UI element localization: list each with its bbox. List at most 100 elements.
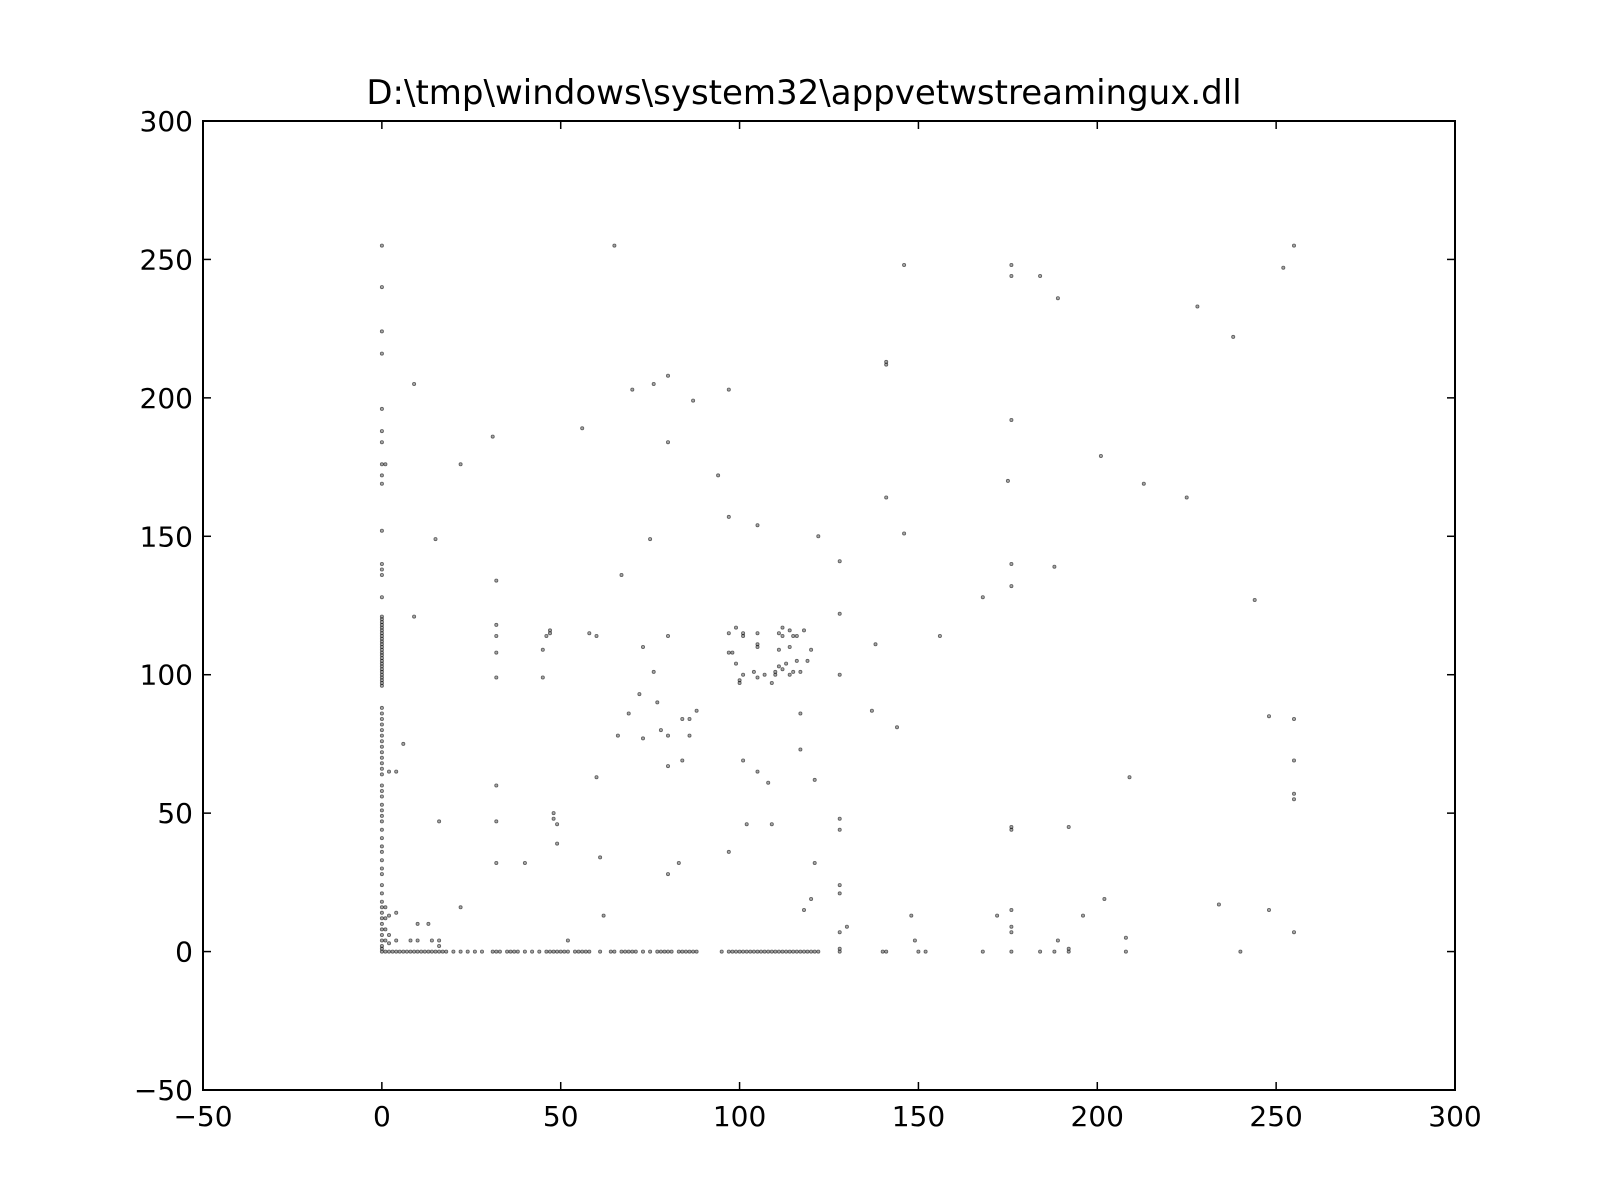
data-point — [379, 916, 384, 921]
data-point — [816, 534, 821, 539]
data-point — [630, 387, 635, 392]
data-point — [537, 949, 542, 954]
x-tick-label: 200 — [1071, 1100, 1124, 1133]
data-point — [787, 628, 792, 633]
data-point — [379, 872, 384, 877]
data-point — [490, 949, 495, 954]
data-point — [379, 711, 384, 716]
data-point — [744, 822, 749, 827]
data-point — [1005, 478, 1010, 483]
data-point — [734, 949, 739, 954]
data-point — [379, 440, 384, 445]
data-point — [426, 921, 431, 926]
data-point — [633, 949, 638, 954]
data-point — [837, 883, 842, 888]
data-point — [755, 949, 760, 954]
data-point — [769, 949, 774, 954]
data-point — [379, 949, 384, 954]
data-point — [587, 631, 592, 636]
data-point — [530, 949, 535, 954]
data-point — [555, 822, 560, 827]
data-point — [748, 949, 753, 954]
data-point — [716, 473, 721, 478]
x-tick-label: 100 — [713, 1100, 766, 1133]
data-point — [802, 949, 807, 954]
data-point — [726, 631, 731, 636]
data-point — [780, 625, 785, 630]
data-point — [719, 949, 724, 954]
x-tick-label: 0 — [373, 1100, 391, 1133]
data-point — [1052, 564, 1057, 569]
data-point — [576, 949, 581, 954]
data-point — [612, 243, 617, 248]
data-point — [548, 949, 553, 954]
data-point — [390, 949, 395, 954]
data-point — [694, 949, 699, 954]
data-point — [379, 683, 384, 688]
data-point — [379, 528, 384, 533]
data-point — [658, 949, 663, 954]
data-point — [726, 849, 731, 854]
data-point — [837, 559, 842, 564]
data-point — [508, 949, 513, 954]
data-point — [884, 949, 889, 954]
data-point — [619, 949, 624, 954]
data-point — [630, 949, 635, 954]
data-point — [980, 949, 985, 954]
data-point — [583, 949, 588, 954]
data-point — [601, 913, 606, 918]
data-point — [412, 614, 417, 619]
data-point — [394, 910, 399, 915]
data-point — [540, 675, 545, 680]
data-point — [1216, 902, 1221, 907]
data-point — [909, 913, 914, 918]
data-point — [773, 949, 778, 954]
data-point — [379, 705, 384, 710]
data-point — [379, 938, 384, 943]
data-point — [379, 802, 384, 807]
data-point — [433, 949, 438, 954]
data-point — [497, 949, 502, 954]
data-point — [755, 645, 760, 650]
data-point — [791, 949, 796, 954]
x-tick-label: 50 — [543, 1100, 579, 1133]
data-point — [594, 775, 599, 780]
data-point — [1195, 304, 1200, 309]
data-point — [637, 692, 642, 697]
data-point — [680, 717, 685, 722]
data-point — [651, 669, 656, 674]
data-point — [383, 949, 388, 954]
data-point — [458, 905, 463, 910]
data-point — [666, 949, 671, 954]
data-point — [912, 938, 917, 943]
data-point — [379, 819, 384, 824]
data-point — [379, 744, 384, 749]
data-point — [937, 634, 942, 639]
data-point — [683, 949, 688, 954]
data-point — [379, 243, 384, 248]
data-point — [412, 949, 417, 954]
plot-frame — [202, 120, 1456, 1091]
data-point — [383, 938, 388, 943]
data-point — [1038, 949, 1043, 954]
data-point — [1292, 717, 1297, 722]
data-point — [379, 858, 384, 863]
data-point — [666, 872, 671, 877]
data-point — [494, 861, 499, 866]
data-point — [794, 658, 799, 663]
data-point — [1292, 797, 1297, 802]
data-point — [776, 664, 781, 669]
data-point — [494, 650, 499, 655]
data-point — [902, 262, 907, 267]
data-point — [1292, 243, 1297, 248]
data-point — [394, 949, 399, 954]
data-point — [837, 611, 842, 616]
data-point — [730, 650, 735, 655]
data-point — [1238, 949, 1243, 954]
data-point — [397, 949, 402, 954]
data-point — [408, 938, 413, 943]
data-point — [379, 329, 384, 334]
data-point — [769, 681, 774, 686]
data-point — [429, 938, 434, 943]
data-point — [422, 949, 427, 954]
